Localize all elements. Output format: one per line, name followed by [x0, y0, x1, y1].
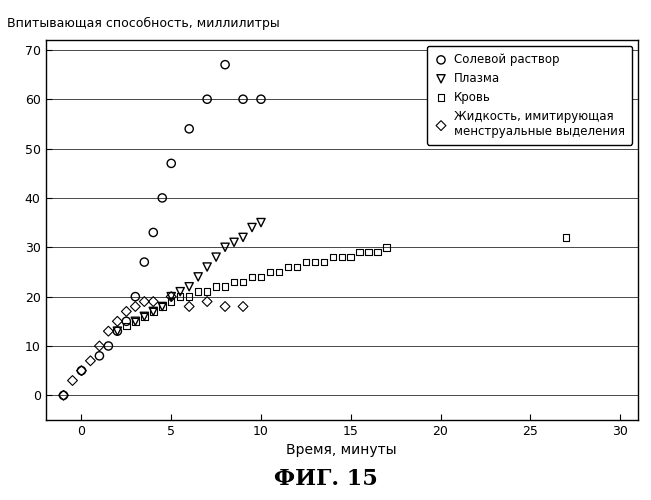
Жидкость, имитирующая
менструальные выделения — [148, 298, 158, 306]
Кровь — [310, 258, 320, 266]
Солевой раствор — [184, 125, 195, 133]
Кровь — [184, 292, 195, 300]
Кровь — [229, 278, 240, 286]
Жидкость, имитирующая
менструальные выделения — [104, 327, 114, 335]
Кровь — [121, 322, 132, 330]
Солевой раствор — [157, 194, 167, 202]
Плазма — [112, 327, 122, 335]
Text: Впитывающая способность, миллилитры: Впитывающая способность, миллилитры — [7, 17, 279, 30]
Кровь — [327, 253, 338, 261]
Жидкость, имитирующая
менструальные выделения — [94, 342, 105, 350]
Плазма — [175, 288, 186, 296]
Плазма — [202, 263, 212, 271]
Жидкость, имитирующая
менструальные выделения — [202, 298, 212, 306]
Жидкость, имитирующая
менструальные выделения — [130, 302, 141, 310]
Кровь — [381, 244, 392, 252]
Кровь — [220, 283, 230, 291]
Кровь — [175, 292, 186, 300]
Плазма — [166, 292, 176, 300]
Жидкость, имитирующая
менструальные выделения — [76, 366, 87, 374]
Солевой раствор — [256, 95, 266, 103]
Кровь — [301, 258, 311, 266]
Кровь — [166, 298, 176, 306]
Жидкость, имитирующая
менструальные выделения — [166, 292, 176, 300]
X-axis label: Время, минуты: Время, минуты — [286, 444, 397, 458]
Кровь — [193, 288, 203, 296]
Кровь — [355, 248, 365, 256]
Кровь — [265, 268, 275, 276]
Кровь — [211, 283, 221, 291]
Жидкость, имитирующая
менструальные выделения — [85, 357, 96, 365]
Жидкость, имитирующая
менструальные выделения — [238, 302, 248, 310]
Плазма — [211, 253, 221, 261]
Плазма — [148, 308, 158, 316]
Кровь — [283, 263, 293, 271]
Солевой раствор — [202, 95, 212, 103]
Солевой раствор — [76, 366, 87, 374]
Солевой раствор — [220, 60, 230, 68]
Кровь — [238, 278, 248, 286]
Плазма — [184, 283, 195, 291]
Солевой раствор — [121, 318, 132, 326]
Жидкость, имитирующая
менструальные выделения — [139, 298, 150, 306]
Кровь — [247, 273, 257, 281]
Солевой раствор — [238, 95, 248, 103]
Солевой раствор — [112, 327, 122, 335]
Кровь — [202, 288, 212, 296]
Кровь — [130, 318, 141, 326]
Кровь — [139, 312, 150, 320]
Кровь — [561, 234, 572, 241]
Солевой раствор — [104, 342, 114, 350]
Плазма — [220, 244, 230, 252]
Плазма — [157, 302, 167, 310]
Солевой раствор — [94, 352, 105, 360]
Плазма — [139, 312, 150, 320]
Кровь — [372, 248, 383, 256]
Жидкость, имитирующая
менструальные выделения — [67, 376, 77, 384]
Кровь — [363, 248, 374, 256]
Плазма — [247, 224, 257, 232]
Солевой раствор — [59, 392, 69, 400]
Жидкость, имитирующая
менструальные выделения — [121, 308, 132, 316]
Жидкость, имитирующая
менструальные выделения — [59, 392, 69, 400]
Плазма — [130, 318, 141, 326]
Кровь — [346, 253, 356, 261]
Кровь — [148, 308, 158, 316]
Кровь — [292, 263, 302, 271]
Солевой раствор — [130, 292, 141, 300]
Плазма — [238, 234, 248, 241]
Солевой раствор — [148, 228, 158, 236]
Кровь — [256, 273, 266, 281]
Text: ФИГ. 15: ФИГ. 15 — [273, 468, 378, 490]
Солевой раствор — [139, 258, 150, 266]
Плазма — [229, 238, 240, 246]
Кровь — [318, 258, 329, 266]
Кровь — [157, 302, 167, 310]
Плазма — [193, 273, 203, 281]
Кровь — [337, 253, 347, 261]
Жидкость, имитирующая
менструальные выделения — [184, 302, 195, 310]
Солевой раствор — [166, 160, 176, 168]
Legend: Солевой раствор, Плазма, Кровь, Жидкость, имитирующая
менструальные выделения: Солевой раствор, Плазма, Кровь, Жидкость… — [427, 46, 632, 145]
Жидкость, имитирующая
менструальные выделения — [220, 302, 230, 310]
Кровь — [273, 268, 284, 276]
Плазма — [256, 218, 266, 226]
Жидкость, имитирующая
менструальные выделения — [112, 318, 122, 326]
